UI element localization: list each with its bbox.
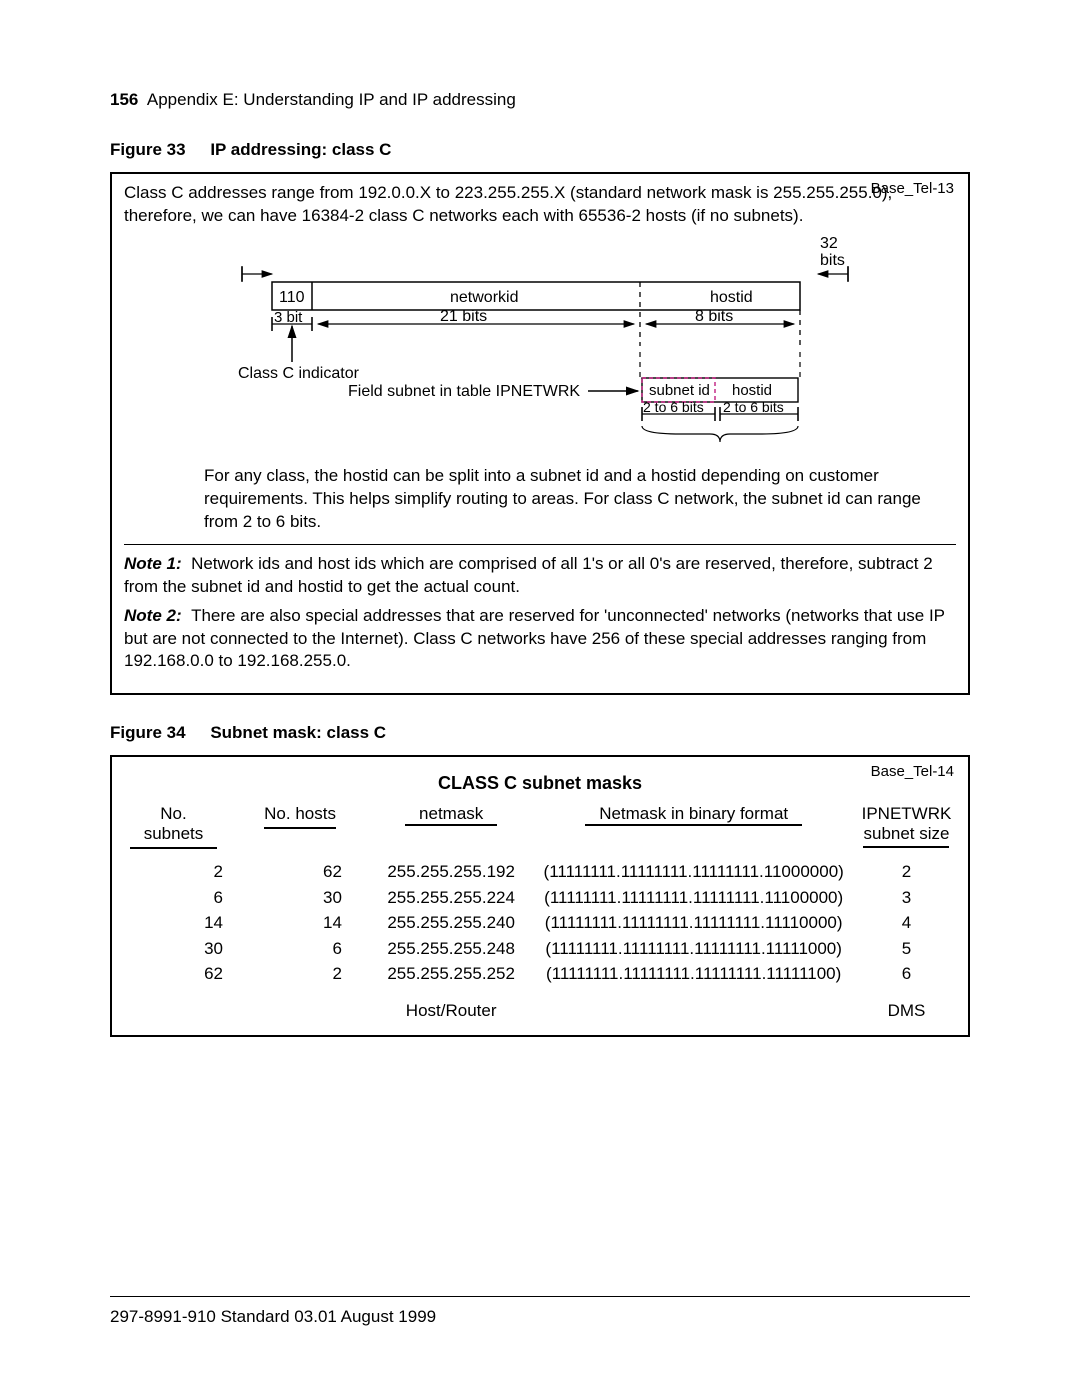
svg-text:8 bits: 8 bits <box>695 308 733 325</box>
figure-34-box: Base_Tel-14 CLASS C subnet masks No. sub… <box>110 755 970 1037</box>
svg-text:bits: bits <box>820 252 845 269</box>
table-row: 262255.255.255.192(11111111.11111111.111… <box>124 859 956 885</box>
figure-33-intro: Class C addresses range from 192.0.0.X t… <box>124 182 956 228</box>
svg-text:networkid: networkid <box>450 289 518 306</box>
note-1: Note 1: Network ids and host ids which a… <box>124 553 956 599</box>
svg-text:Field subnet in table IPNETWRK: Field subnet in table IPNETWRK <box>348 383 580 400</box>
svg-text:Class C indicator: Class C indicator <box>238 365 360 382</box>
table-body: 262255.255.255.192(11111111.11111111.111… <box>124 859 956 987</box>
page-number: 156 <box>110 90 138 109</box>
svg-text:subnet id: subnet id <box>649 382 710 399</box>
page-footer: 297-8991-910 Standard 03.01 August 1999 <box>110 1296 970 1327</box>
table-below: Host/Router DMS <box>124 1001 956 1021</box>
svg-text:hostid: hostid <box>710 289 753 306</box>
figure-33-tag: Base_Tel-13 <box>871 180 954 197</box>
appendix-title: Appendix E: Understanding IP and IP addr… <box>147 90 516 109</box>
svg-text:21 bits: 21 bits <box>440 308 487 325</box>
divider <box>124 544 956 545</box>
svg-text:hostid: hostid <box>732 382 772 399</box>
svg-text:2 to 6 bits: 2 to 6 bits <box>643 399 704 415</box>
page-header: 156 Appendix E: Understanding IP and IP … <box>110 90 970 110</box>
table-row: 630255.255.255.224(11111111.11111111.111… <box>124 885 956 911</box>
figure-33-box: Base_Tel-13 Class C addresses range from… <box>110 172 970 695</box>
figure-34-caption: Figure 34 Subnet mask: class C <box>110 723 970 743</box>
svg-text:110: 110 <box>279 289 305 306</box>
ip-address-diagram: 32 bits 110 networkid hostid 3 bit 21 bi… <box>124 234 956 454</box>
figure-33-caption: Figure 33 IP addressing: class C <box>110 140 970 160</box>
table-title: CLASS C subnet masks <box>124 773 956 794</box>
svg-text:3 bit: 3 bit <box>274 309 303 326</box>
figure-33-paragraph: For any class, the hostid can be split i… <box>204 465 946 534</box>
svg-text:2 to 6 bits: 2 to 6 bits <box>723 399 784 415</box>
note-2: Note 2: There are also special addresses… <box>124 605 956 674</box>
table-row: 306255.255.255.248(11111111.11111111.111… <box>124 936 956 962</box>
table-header: No. subnets No. hosts netmask Netmask in… <box>124 804 956 849</box>
table-row: 622255.255.255.252(11111111.11111111.111… <box>124 961 956 987</box>
table-row: 1414255.255.255.240(11111111.11111111.11… <box>124 910 956 936</box>
svg-text:32: 32 <box>820 235 838 252</box>
